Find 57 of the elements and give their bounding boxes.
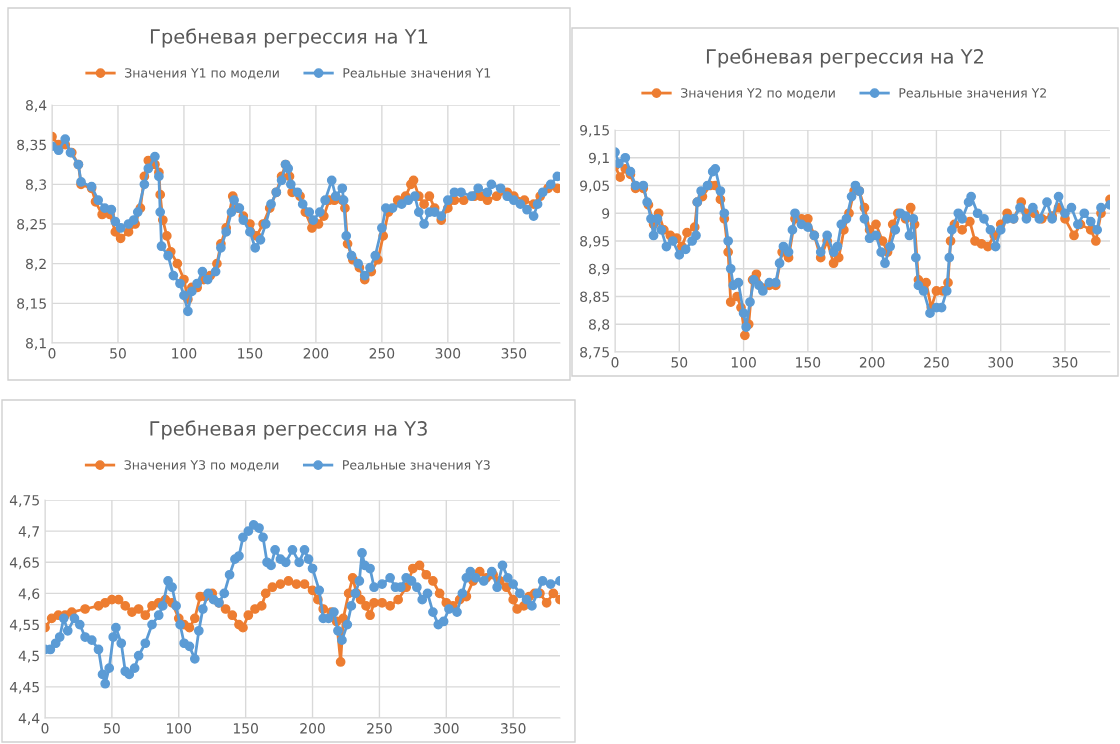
y-tick-label: 8,25 bbox=[17, 218, 46, 231]
x-tick-label: 0 bbox=[611, 357, 619, 368]
x-tick-label: 300 bbox=[988, 357, 1014, 368]
y-tick-label: 8,15 bbox=[17, 298, 46, 311]
x-tick-label: 300 bbox=[434, 723, 459, 734]
legend-label: Реальные значения Y3 bbox=[343, 460, 490, 470]
x-tick-label: 250 bbox=[367, 723, 392, 734]
x-tick-label: 50 bbox=[104, 723, 120, 734]
x-tick-label: 100 bbox=[731, 357, 756, 368]
legend-label: Значения Y3 по модели bbox=[124, 460, 279, 472]
legend-label: Значения Y2 по модели bbox=[681, 88, 835, 100]
y-tick-label: 9,05 bbox=[580, 180, 609, 193]
x-tick-label: 350 bbox=[501, 348, 527, 359]
x-tick-label: 350 bbox=[500, 723, 526, 734]
y-tick-label: 4,75 bbox=[9, 495, 39, 507]
legend-label: Реальные значения Y1 bbox=[343, 68, 491, 78]
y-tick-label: 9 bbox=[602, 208, 610, 219]
y-tick-label: 9,1 bbox=[588, 152, 609, 165]
y-tick-label: 4,6 bbox=[18, 588, 40, 601]
chart-title: Гребневая регрессия на Y1 bbox=[150, 28, 428, 48]
x-tick-label: 100 bbox=[167, 723, 192, 734]
legend-label: Реальные значения Y2 bbox=[899, 88, 1046, 98]
y-tick-label: 8,8 bbox=[588, 319, 610, 332]
y-tick-label: 4,5 bbox=[18, 650, 39, 663]
y-tick-label: 4,45 bbox=[9, 682, 39, 694]
y-tick-label: 8,9 bbox=[588, 263, 610, 276]
x-tick-label: 100 bbox=[172, 348, 197, 359]
y-tick-label: 4,65 bbox=[9, 557, 39, 570]
x-tick-label: 200 bbox=[300, 723, 325, 734]
x-tick-label: 150 bbox=[796, 357, 821, 368]
y-tick-label: 8,2 bbox=[25, 258, 46, 271]
x-tick-label: 250 bbox=[369, 348, 395, 359]
chart-title: Гребневая регрессия на Y2 bbox=[706, 48, 983, 68]
x-tick-label: 50 bbox=[671, 357, 688, 368]
chart-title: Гребневая регрессия на Y3 bbox=[150, 420, 427, 440]
x-tick-label: 150 bbox=[238, 348, 263, 359]
x-tick-label: 50 bbox=[110, 348, 126, 359]
y-tick-label: 8,75 bbox=[580, 346, 609, 359]
x-tick-label: 350 bbox=[1052, 357, 1078, 368]
y-tick-label: 9,15 bbox=[580, 124, 609, 137]
x-tick-label: 300 bbox=[435, 348, 461, 359]
x-tick-label: 0 bbox=[41, 723, 49, 734]
x-tick-label: 200 bbox=[303, 348, 329, 359]
x-tick-label: 250 bbox=[924, 357, 949, 368]
y-tick-label: 4,4 bbox=[18, 713, 40, 725]
y-tick-label: 8,85 bbox=[580, 291, 609, 304]
legend-label: Значения Y1 по модели bbox=[125, 68, 279, 80]
y-tick-label: 8,3 bbox=[25, 179, 47, 192]
y-tick-label: 8,1 bbox=[25, 337, 46, 350]
y-tick-label: 8,95 bbox=[580, 235, 609, 248]
x-tick-label: 200 bbox=[859, 357, 885, 368]
y-tick-label: 4,55 bbox=[9, 619, 39, 632]
y-tick-label: 4,7 bbox=[18, 526, 39, 539]
y-tick-label: 8,35 bbox=[17, 139, 46, 152]
x-tick-label: 150 bbox=[233, 723, 258, 734]
x-tick-label: 0 bbox=[48, 348, 56, 359]
y-tick-label: 8,4 bbox=[25, 99, 47, 112]
